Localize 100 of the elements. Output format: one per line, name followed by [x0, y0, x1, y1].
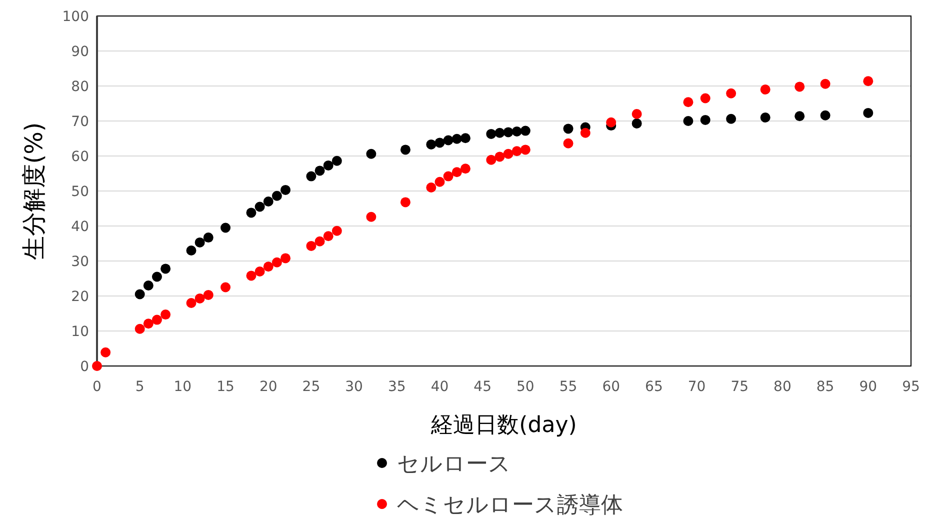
y-tick-label: 40	[71, 219, 89, 235]
point	[632, 118, 642, 128]
x-tick-label: 25	[302, 379, 320, 395]
y-tick-label: 0	[80, 359, 89, 375]
point	[92, 361, 102, 371]
x-tick-label: 65	[645, 379, 663, 395]
point	[512, 126, 522, 136]
point	[186, 298, 196, 308]
x-tick-label: 95	[902, 379, 920, 395]
y-tick-label: 20	[71, 289, 89, 305]
point	[726, 114, 736, 124]
point	[134, 289, 145, 300]
point	[280, 184, 291, 195]
x-tick-label: 45	[474, 379, 492, 395]
point	[580, 128, 590, 138]
point	[434, 176, 445, 187]
point	[194, 293, 205, 304]
point	[143, 318, 154, 329]
point	[863, 76, 874, 86]
point	[503, 127, 514, 138]
point	[760, 84, 770, 94]
x-tick-label: 30	[345, 379, 363, 395]
point	[520, 144, 530, 155]
point	[134, 324, 145, 334]
point	[400, 144, 410, 155]
point	[486, 128, 496, 139]
y-axis-title: 生分解度(%)	[20, 122, 48, 260]
x-tick-label: 60	[602, 379, 620, 395]
y-tick-label: 90	[71, 44, 89, 60]
x-tick-label: 55	[559, 379, 578, 395]
point	[332, 226, 342, 236]
point	[100, 347, 111, 358]
point	[443, 135, 454, 146]
point	[460, 164, 470, 174]
point	[246, 270, 256, 281]
point	[700, 93, 710, 104]
legend-label: ヘミセルロース誘導体	[397, 493, 623, 518]
point	[272, 257, 282, 268]
point	[452, 134, 462, 144]
point	[160, 310, 171, 320]
point	[683, 116, 694, 126]
x-tick-label: 85	[816, 379, 834, 395]
point	[820, 110, 830, 120]
point	[863, 108, 874, 118]
x-tick-label: 35	[388, 379, 406, 395]
point	[272, 190, 282, 201]
x-axis-title: 経過日数(day)	[430, 413, 577, 438]
y-tick-label: 80	[71, 79, 89, 95]
point	[606, 117, 616, 128]
y-tick-label: 70	[71, 114, 89, 130]
point	[683, 97, 694, 108]
x-tick-label: 50	[516, 379, 534, 395]
point	[306, 240, 316, 251]
x-tick-label: 15	[216, 379, 234, 395]
point	[366, 148, 376, 159]
x-tick-label: 10	[174, 379, 192, 395]
point	[366, 212, 376, 222]
x-tick-label: 5	[135, 379, 144, 395]
y-tick-label: 60	[71, 149, 89, 165]
point	[152, 314, 162, 325]
point	[254, 202, 265, 212]
point	[426, 139, 436, 150]
point	[494, 128, 505, 138]
point	[143, 280, 154, 290]
point	[160, 264, 171, 274]
point	[203, 290, 214, 300]
point	[194, 237, 205, 248]
point	[563, 138, 574, 148]
point	[306, 171, 316, 182]
point	[452, 167, 462, 178]
point	[494, 152, 505, 162]
x-tick-label: 75	[730, 379, 749, 395]
point	[220, 282, 231, 292]
point	[700, 114, 710, 125]
x-tick-label: 20	[259, 379, 278, 395]
point	[314, 166, 325, 176]
point	[254, 266, 265, 276]
y-tick-label: 50	[71, 184, 89, 200]
point	[186, 246, 196, 256]
point	[426, 182, 436, 192]
x-tick-label: 90	[859, 379, 878, 395]
point	[520, 126, 530, 136]
x-tick-label: 0	[92, 379, 102, 395]
point	[632, 109, 642, 119]
point	[434, 138, 445, 148]
point	[512, 146, 522, 156]
x-tick-label: 80	[774, 379, 792, 395]
point	[152, 272, 162, 282]
point	[323, 160, 334, 170]
point	[503, 148, 514, 159]
legend-label: セルロース	[397, 452, 511, 477]
y-tick-label: 30	[71, 254, 89, 270]
point	[314, 236, 325, 246]
point	[820, 78, 830, 89]
point	[263, 262, 274, 272]
point	[263, 196, 274, 206]
point	[443, 171, 454, 182]
y-tick-label: 10	[71, 324, 89, 340]
point	[486, 154, 496, 165]
x-tick-label: 40	[430, 379, 449, 395]
